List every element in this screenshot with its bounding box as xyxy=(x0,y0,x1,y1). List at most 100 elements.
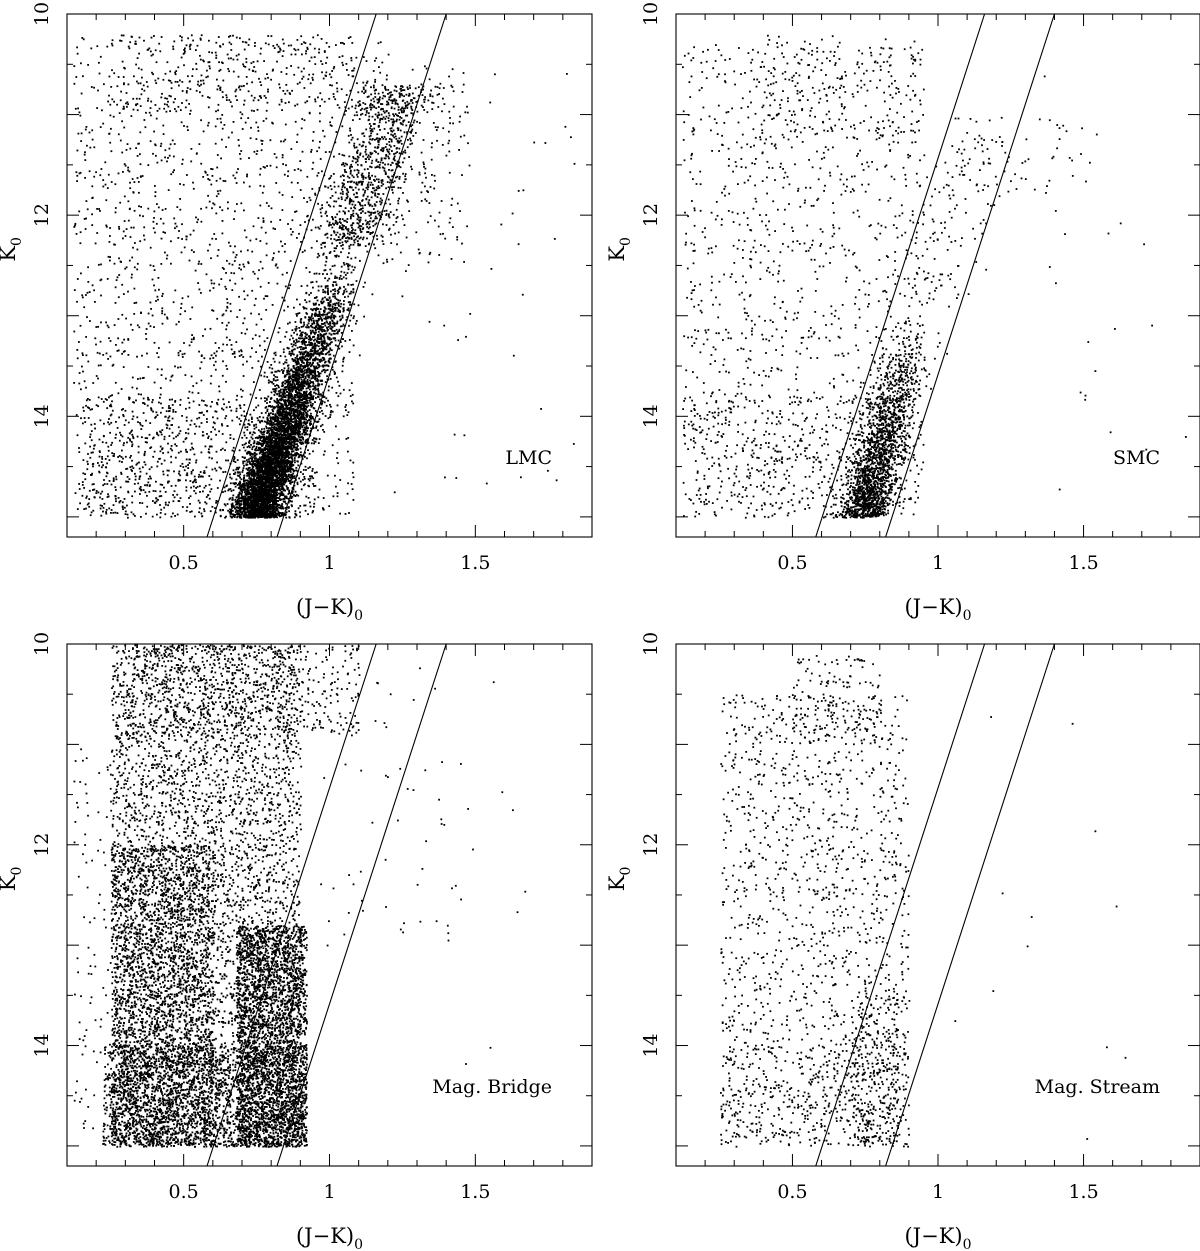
data-point xyxy=(553,238,556,240)
data-point xyxy=(185,91,188,94)
data-point xyxy=(178,320,180,323)
data-point xyxy=(270,371,273,374)
data-point xyxy=(341,154,344,156)
data-point xyxy=(281,396,284,399)
data-point xyxy=(449,217,452,220)
data-point xyxy=(228,339,231,341)
data-point xyxy=(240,354,243,356)
data-point xyxy=(144,463,147,466)
data-point xyxy=(225,94,228,97)
data-point xyxy=(318,312,321,315)
data-point xyxy=(450,84,453,87)
data-point xyxy=(303,433,306,436)
data-point xyxy=(76,52,79,55)
data-point xyxy=(424,167,427,170)
data-point xyxy=(317,387,319,390)
data-point xyxy=(312,398,315,401)
data-point xyxy=(299,471,302,473)
data-point xyxy=(184,374,187,376)
data-point xyxy=(269,380,272,383)
data-point xyxy=(169,379,172,382)
data-point xyxy=(245,236,248,239)
data-point xyxy=(192,448,195,450)
data-point xyxy=(322,323,325,325)
data-point xyxy=(424,172,426,175)
data-point xyxy=(305,412,308,415)
data-point xyxy=(263,427,266,430)
data-point xyxy=(231,503,234,506)
data-point xyxy=(221,447,224,450)
data-point xyxy=(107,326,110,329)
data-point xyxy=(466,111,469,114)
data-point xyxy=(249,488,252,491)
data-point xyxy=(249,137,252,140)
data-point xyxy=(81,365,83,368)
data-point xyxy=(219,206,221,209)
data-point xyxy=(322,497,325,499)
data-point xyxy=(162,222,165,225)
data-point xyxy=(225,288,228,290)
data-point xyxy=(456,202,459,205)
data-point xyxy=(116,276,119,279)
data-point xyxy=(155,415,157,418)
data-point xyxy=(361,90,363,93)
data-point xyxy=(335,332,338,335)
data-point xyxy=(299,81,301,84)
data-point xyxy=(324,269,327,271)
data-point xyxy=(350,382,353,384)
data-point xyxy=(136,57,139,59)
data-point xyxy=(117,133,120,136)
data-point xyxy=(311,188,314,190)
data-point xyxy=(197,282,199,284)
data-point xyxy=(276,402,279,405)
data-point xyxy=(126,101,129,104)
data-point xyxy=(235,254,238,256)
data-point xyxy=(267,35,270,37)
data-point xyxy=(89,320,91,322)
data-point xyxy=(157,206,160,209)
data-point xyxy=(190,341,193,343)
data-point xyxy=(301,455,303,458)
data-point xyxy=(128,432,131,435)
data-point xyxy=(183,125,185,127)
data-point xyxy=(299,447,302,450)
data-point xyxy=(322,289,325,291)
data-point xyxy=(461,91,464,93)
data-point xyxy=(181,506,184,508)
data-point xyxy=(377,106,380,108)
data-point xyxy=(293,348,296,351)
data-point xyxy=(222,491,224,493)
data-point xyxy=(268,366,271,369)
data-point xyxy=(269,139,272,142)
data-point xyxy=(179,79,181,82)
data-point xyxy=(200,79,202,82)
data-point xyxy=(222,471,225,473)
data-point xyxy=(231,289,234,291)
data-point xyxy=(315,326,318,329)
data-point xyxy=(226,298,228,300)
data-point xyxy=(187,37,189,40)
data-point xyxy=(166,160,168,163)
data-point xyxy=(316,362,319,364)
data-point xyxy=(235,88,238,91)
data-point xyxy=(334,254,336,257)
data-point xyxy=(490,268,493,270)
data-point xyxy=(131,36,133,38)
data-point xyxy=(163,313,166,316)
data-point xyxy=(284,507,287,509)
data-point xyxy=(297,48,300,51)
data-point xyxy=(159,490,162,493)
data-point xyxy=(450,258,453,260)
data-point xyxy=(314,63,317,65)
data-point xyxy=(240,250,242,253)
data-point xyxy=(280,431,283,433)
data-point xyxy=(123,126,126,129)
data-point xyxy=(208,51,211,53)
data-point xyxy=(168,405,170,407)
data-point xyxy=(147,97,150,100)
data-point xyxy=(109,114,112,117)
data-point xyxy=(350,271,353,274)
data-point xyxy=(200,162,203,165)
data-point xyxy=(262,166,265,168)
data-point xyxy=(106,455,109,458)
